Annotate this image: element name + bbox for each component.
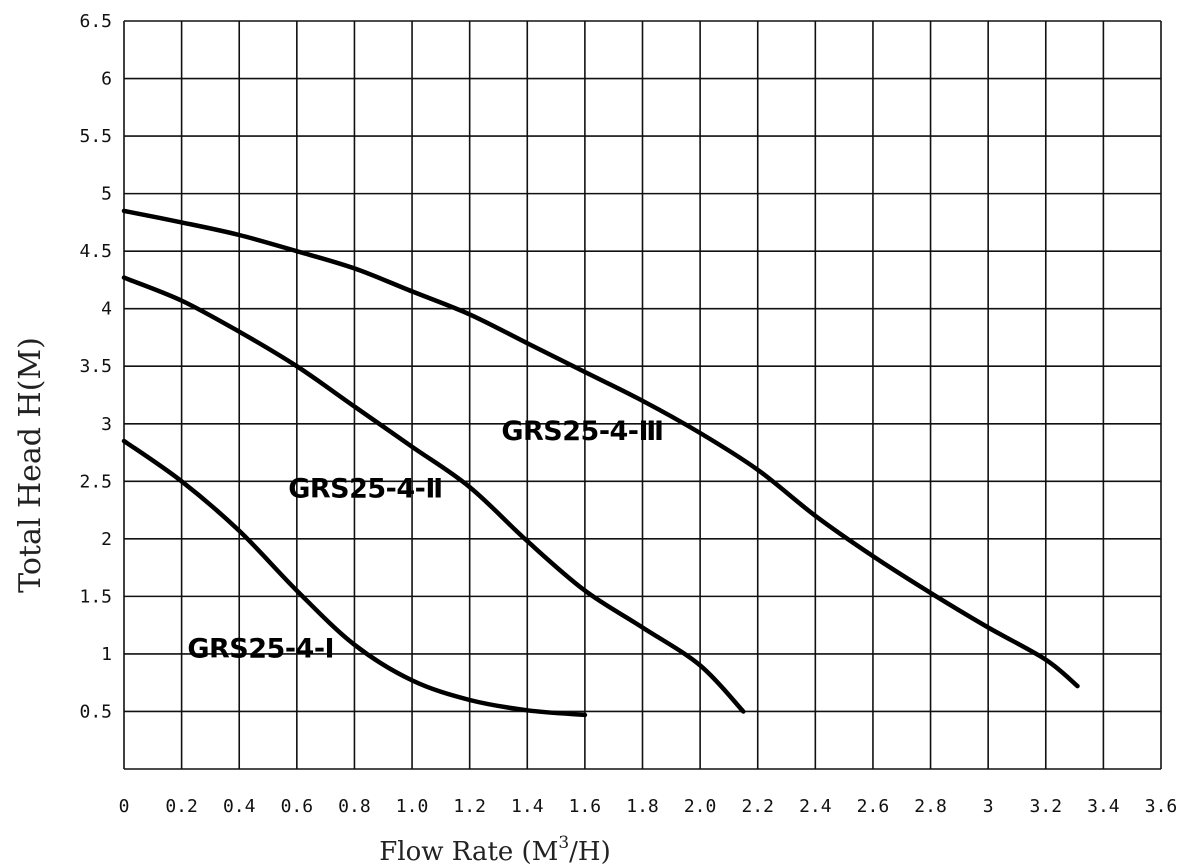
y-tick-label-5: 3 <box>101 414 112 435</box>
y-tick-label-2: 1.5 <box>79 586 112 607</box>
x-tick-label-13: 2.6 <box>857 796 890 817</box>
x-tick-label-12: 2.4 <box>799 796 832 817</box>
x-tick-label-17: 3.4 <box>1087 796 1120 817</box>
x-axis-title-superscript: 3 <box>558 833 569 853</box>
y-tick-label-4: 2.5 <box>79 471 112 492</box>
x-tick-label-7: 1.4 <box>511 796 544 817</box>
x-tick-label-5: 1.0 <box>396 796 429 817</box>
y-tick-label-1: 1 <box>101 644 112 665</box>
x-tick-label-4: 0.8 <box>338 796 371 817</box>
y-tick-label-3: 2 <box>101 529 112 550</box>
y-tick-label-7: 4 <box>101 299 112 320</box>
x-tick-label-0: 0 <box>119 796 130 817</box>
y-tick-label-11: 6 <box>101 69 112 90</box>
x-tick-label-16: 3.2 <box>1030 796 1063 817</box>
x-tick-label-15: 3 <box>983 796 994 817</box>
x-tick-label-6: 1.2 <box>453 796 486 817</box>
x-tick-label-14: 2.8 <box>914 796 947 817</box>
x-tick-label-8: 1.6 <box>569 796 602 817</box>
y-tick-label-9: 5 <box>101 184 112 205</box>
y-tick-label-6: 3.5 <box>79 356 112 377</box>
x-axis-title: Flow Rate (M3/H) <box>379 833 610 867</box>
x-tick-label-9: 1.8 <box>626 796 659 817</box>
x-tick-label-11: 2.2 <box>741 796 774 817</box>
y-axis-title: Total Head H(M) <box>13 337 48 593</box>
y-tick-label-0: 0.5 <box>79 701 112 722</box>
x-tick-label-18: 3.6 <box>1145 796 1178 817</box>
series-label-3: GRS25-4-Ⅲ <box>501 416 663 447</box>
x-tick-label-10: 2.0 <box>684 796 717 817</box>
series-labels: GRS25-4-Ⅰ GRS25-4-Ⅱ GRS25-4-Ⅲ <box>187 416 664 664</box>
series-line-3 <box>121 208 1080 689</box>
chart-grid <box>123 20 1162 770</box>
x-axis-tick-labels: 0 0.2 0.4 0.6 0.8 1.0 1.2 1.4 1.6 1.8 2.0 2.2 2.4 2.6… <box>119 796 1178 817</box>
series-lines <box>121 208 1080 718</box>
series-line-2 <box>121 275 746 714</box>
y-tick-label-8: 4.5 <box>79 241 112 262</box>
y-tick-label-12: 6.5 <box>79 11 112 32</box>
y-tick-label-10: 5.5 <box>79 126 112 147</box>
series-line-1 <box>121 438 588 718</box>
x-tick-label-3: 0.6 <box>281 796 314 817</box>
series-label-2: GRS25-4-Ⅱ <box>288 473 442 504</box>
x-tick-label-1: 0.2 <box>165 796 198 817</box>
y-axis-tick-labels: 0.5 1 1.5 2 2.5 3 3.5 4 4.5 5 5.5 6 6.5 <box>79 11 112 722</box>
series-label-1: GRS25-4-Ⅰ <box>187 633 334 664</box>
x-tick-label-2: 0.4 <box>223 796 256 817</box>
